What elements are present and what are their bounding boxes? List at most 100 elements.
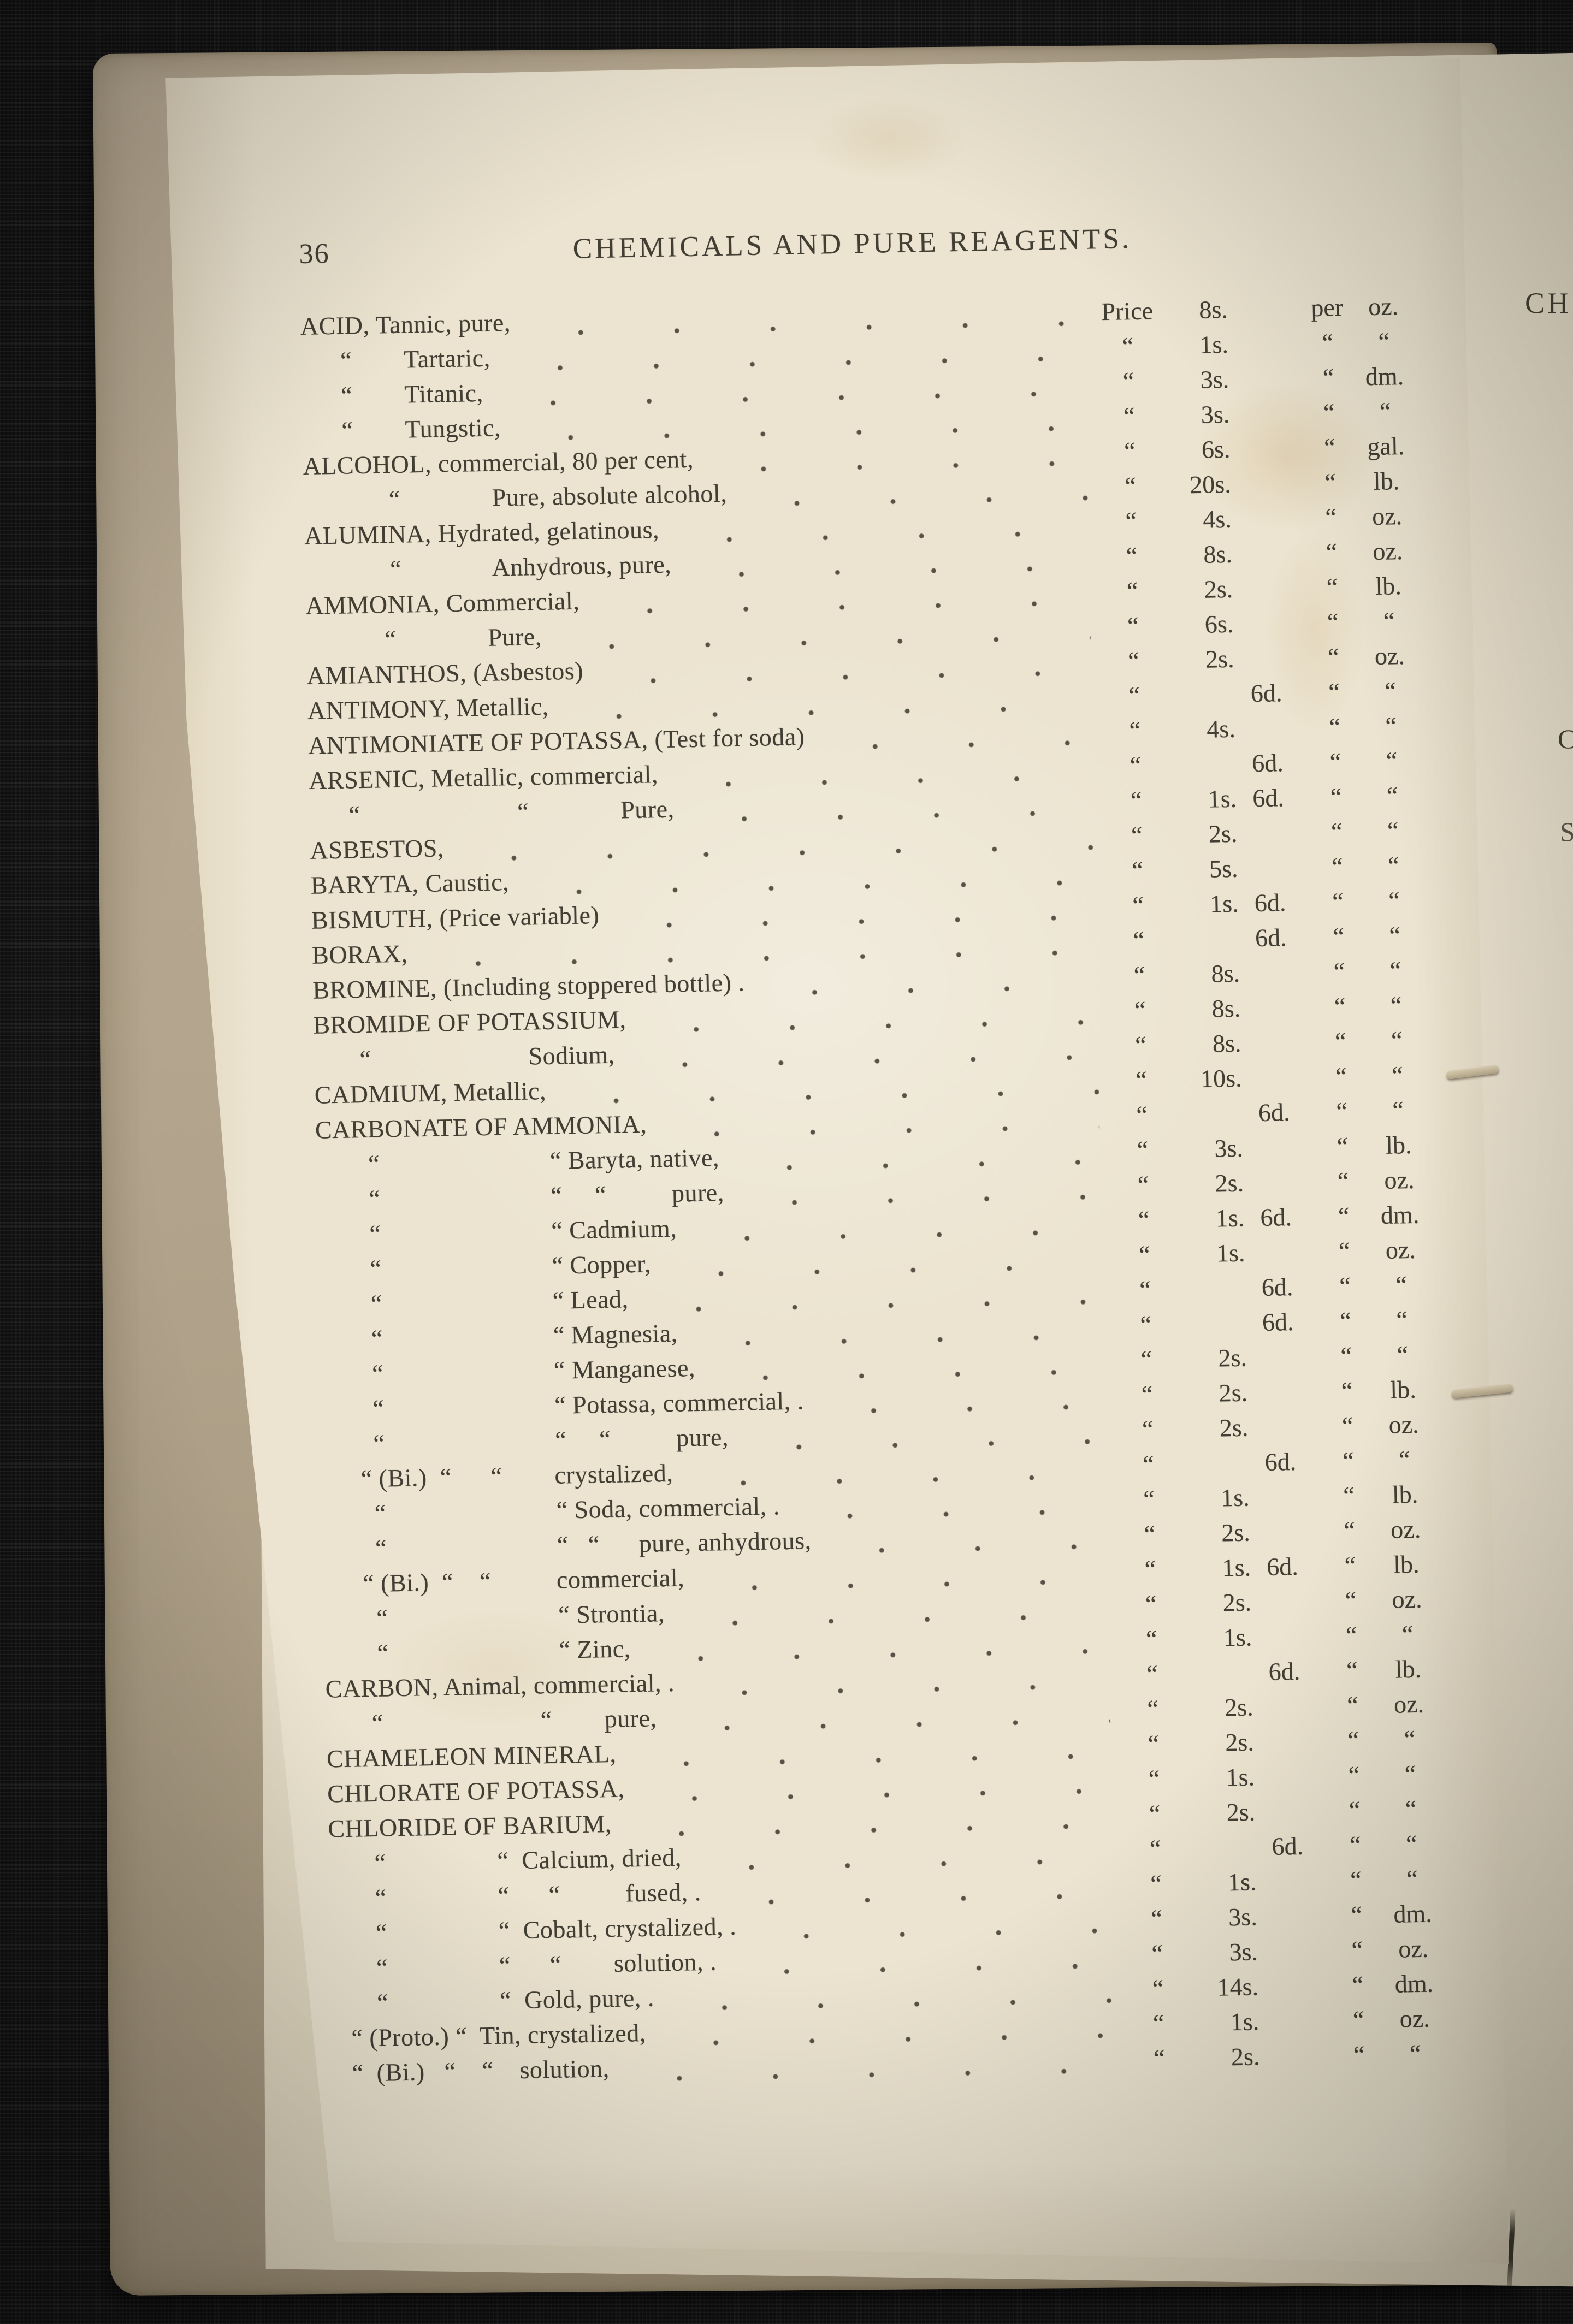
unit: “ [1388, 886, 1400, 915]
unit: “ [1395, 1306, 1408, 1334]
per-ditto: “ [1326, 538, 1338, 566]
price-ditto: “ [1146, 1694, 1159, 1723]
price-pence [1249, 1434, 1312, 1436]
price-ditto: “ [1143, 1485, 1155, 1514]
price-shillings: 2s. [1219, 1378, 1248, 1407]
price-pence [1253, 1714, 1317, 1715]
price-ditto: “ [1129, 716, 1141, 745]
per-ditto: “ [1331, 852, 1344, 881]
price-pence [1234, 631, 1297, 632]
item-name: CHLORIDE OF BARIUM, [327, 1810, 612, 1843]
unit: “ [1392, 1096, 1404, 1124]
item-name: “ Anhydrous, pure, [304, 550, 672, 585]
price-ditto: “ [1122, 367, 1134, 395]
per-ditto: “ [1330, 817, 1343, 846]
next-page-header-fragment: CH [1525, 287, 1572, 319]
unit: “ [1386, 746, 1398, 775]
price-ditto: “ [1140, 1310, 1152, 1339]
unit: lb. [1375, 572, 1402, 600]
price-pence: 6d. [1268, 1657, 1300, 1686]
price-ditto: “ [1135, 1065, 1148, 1094]
unit: oz. [1371, 502, 1403, 531]
unit: dm. [1365, 361, 1404, 391]
item-name: ASBESTOS, [310, 834, 445, 864]
item-name: “ “ Pure, [309, 795, 675, 829]
price-pence [1235, 736, 1299, 737]
per-ditto: “ [1325, 503, 1337, 531]
item-name: “ “ Strontia, [323, 1599, 665, 1633]
price-shillings: 14s. [1217, 1972, 1259, 2001]
next-page-text-fragment: C [1558, 724, 1573, 754]
per-ditto: “ [1344, 1516, 1356, 1545]
price-shillings: 4s. [1202, 505, 1232, 533]
price-shillings: 1s. [1199, 330, 1229, 359]
price-shillings: 3s. [1228, 1902, 1258, 1931]
price-ditto: “ [1149, 1799, 1161, 1828]
price-ditto: “ [1140, 1345, 1152, 1374]
item-name: “ “ pure, [326, 1704, 657, 1738]
price-pence [1250, 1539, 1314, 1540]
price-shillings: 4s. [1206, 714, 1236, 743]
price-pence: 6d. [1258, 1098, 1290, 1127]
price-pence [1247, 1400, 1311, 1401]
unit: “ [1389, 921, 1401, 950]
price-ditto: “ [1142, 1415, 1154, 1444]
price-ditto: “ [1141, 1380, 1153, 1409]
price-shillings: 5s. [1209, 854, 1238, 883]
price-pence [1244, 1190, 1307, 1191]
item-name: “ Pure, [306, 622, 542, 655]
per-ditto: “ [1330, 782, 1342, 811]
item-name: “ “ Cadmium, [317, 1214, 677, 1249]
price-pence [1258, 1959, 1321, 1960]
price-pence: 6d. [1259, 1203, 1292, 1232]
item-name: “ “ Gold, pure, . [330, 1983, 655, 2018]
unit: oz. [1399, 2004, 1430, 2033]
price-ditto: “ [1125, 506, 1137, 535]
page-content: 36 CHEMICALS AND PURE REAGENTS. ACID, Ta… [299, 217, 1449, 2094]
unit: oz. [1392, 1585, 1422, 1614]
unit: “ [1378, 327, 1390, 355]
unit: oz. [1372, 537, 1403, 566]
price-shillings: 8s. [1211, 959, 1240, 988]
price-pence: 6d. [1272, 1831, 1304, 1860]
per-ditto: “ [1322, 363, 1334, 392]
per-ditto: “ [1338, 1202, 1350, 1230]
per-ditto: “ [1337, 1132, 1349, 1160]
per-ditto: “ [1328, 678, 1340, 706]
price-ditto: “ [1137, 1170, 1149, 1199]
price-shillings [1170, 702, 1235, 703]
unit: “ [1404, 1760, 1416, 1788]
price-shillings: 2s. [1231, 2042, 1260, 2071]
price-pence: 6d. [1254, 888, 1286, 917]
page-title: CHEMICALS AND PURE REAGENTS. [572, 223, 1132, 265]
item-name: AMIANTHOS, (Asbestos) [306, 656, 584, 690]
unit: “ [1404, 1725, 1416, 1753]
price-shillings: 3s. [1201, 400, 1230, 429]
unit: “ [1387, 851, 1400, 880]
price-pence: 6d. [1266, 1552, 1299, 1581]
per-ditto: “ [1323, 433, 1336, 461]
per-ditto: “ [1349, 1795, 1361, 1824]
price-ditto: “ [1142, 1450, 1155, 1479]
price-pence: 6d. [1264, 1447, 1297, 1476]
price-shillings: 6s. [1201, 435, 1231, 464]
price-shillings: 1s. [1222, 1553, 1251, 1582]
price-ditto: “ [1137, 1135, 1149, 1164]
per-ditto: “ [1353, 2040, 1365, 2069]
unit: “ [1398, 1445, 1411, 1474]
dot-leader [813, 716, 1093, 757]
price-list: ACID, Tannic, pure, Price 8s. per oz. “ Tart… [300, 292, 1449, 2094]
unit: lb. [1373, 467, 1400, 496]
price-ditto: “ [1138, 1240, 1151, 1269]
price-ditto: “ [1133, 961, 1145, 989]
per-ditto: per [1310, 293, 1344, 322]
price-pence: 6d. [1250, 679, 1282, 708]
item-name: “ “ Calcium, dried, [328, 1843, 682, 1878]
per-ditto: “ [1349, 1830, 1361, 1859]
per-ditto: “ [1333, 957, 1345, 986]
price-pence [1258, 1994, 1322, 1995]
item-name: “ “ Zinc, [324, 1634, 631, 1668]
price-pence [1254, 1749, 1317, 1750]
price-shillings: 1s. [1223, 1623, 1252, 1652]
